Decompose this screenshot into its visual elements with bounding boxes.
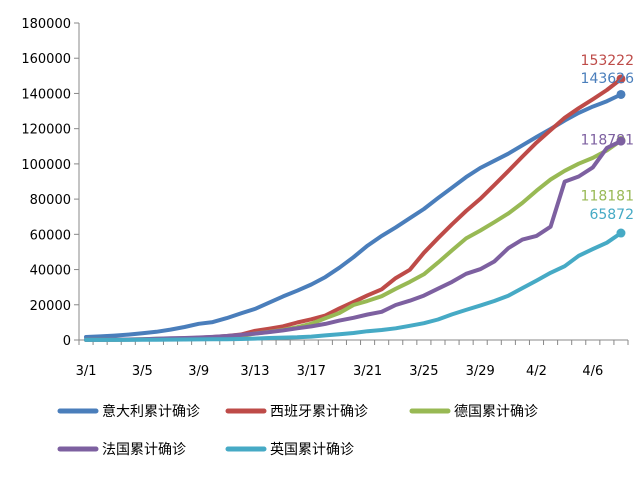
- x-tick-label: 3/25: [409, 364, 438, 379]
- y-tick-label: 180000: [21, 17, 71, 32]
- series-line: [84, 231, 623, 342]
- series-end-marker: [616, 136, 626, 146]
- series-end-label: 118781: [581, 132, 634, 148]
- x-tick-label: 3/21: [353, 364, 382, 379]
- y-tick-label: 120000: [21, 123, 71, 138]
- x-tick-label: 4/2: [526, 364, 547, 379]
- y-tick-label: 40000: [30, 264, 71, 279]
- series-end-marker: [616, 89, 626, 99]
- series-end-marker: [616, 74, 626, 84]
- x-tick-label: 4/6: [582, 364, 603, 379]
- legend-entry-label: 英国累计确诊: [270, 441, 354, 458]
- x-tick-label: 3/1: [76, 364, 97, 379]
- series-end-label: 65872: [589, 207, 634, 223]
- series-end-marker: [616, 228, 626, 238]
- x-tick-label: 3/9: [188, 364, 209, 379]
- x-tick-label: 3/17: [297, 364, 326, 379]
- end-labels: 143626 153222 118181 118781 65872: [581, 53, 635, 223]
- series-lines: [84, 74, 626, 342]
- y-tick-label: 80000: [30, 193, 71, 208]
- legend-entry-label: 意大利累计确诊: [102, 403, 200, 420]
- y-tick-label: 140000: [21, 87, 71, 102]
- series-end-label: 143626: [581, 71, 635, 87]
- series-end-label: 153222: [581, 53, 634, 69]
- x-tick-label: 3/29: [466, 364, 495, 379]
- series-end-label: 118181: [581, 188, 634, 204]
- legend-entry-label: 西班牙累计确诊: [270, 404, 368, 420]
- x-axis: 3/1 3/5 3/9 3/13 3/17 3/21 3/25 3/29 4/2 4/6: [76, 339, 629, 379]
- series-line: [84, 139, 623, 342]
- y-tick-label: 60000: [30, 228, 71, 243]
- series-line: [84, 92, 623, 339]
- legend-entry-label: 法国累计确诊: [102, 442, 186, 458]
- y-tick-label: 100000: [21, 158, 71, 173]
- y-axis: 0 20000 40000 60000 80000 100000 120000 140000 1…: [21, 17, 80, 349]
- legend-entry-label: 德国累计确诊: [454, 404, 538, 420]
- x-tick-label: 3/5: [132, 364, 153, 379]
- y-tick-label: 20000: [30, 299, 71, 314]
- y-tick-label: 0: [63, 334, 71, 349]
- series-line: [84, 77, 623, 342]
- y-tick-label: 160000: [21, 52, 71, 67]
- series-line: [84, 138, 623, 342]
- x-tick-label: 3/13: [240, 364, 269, 379]
